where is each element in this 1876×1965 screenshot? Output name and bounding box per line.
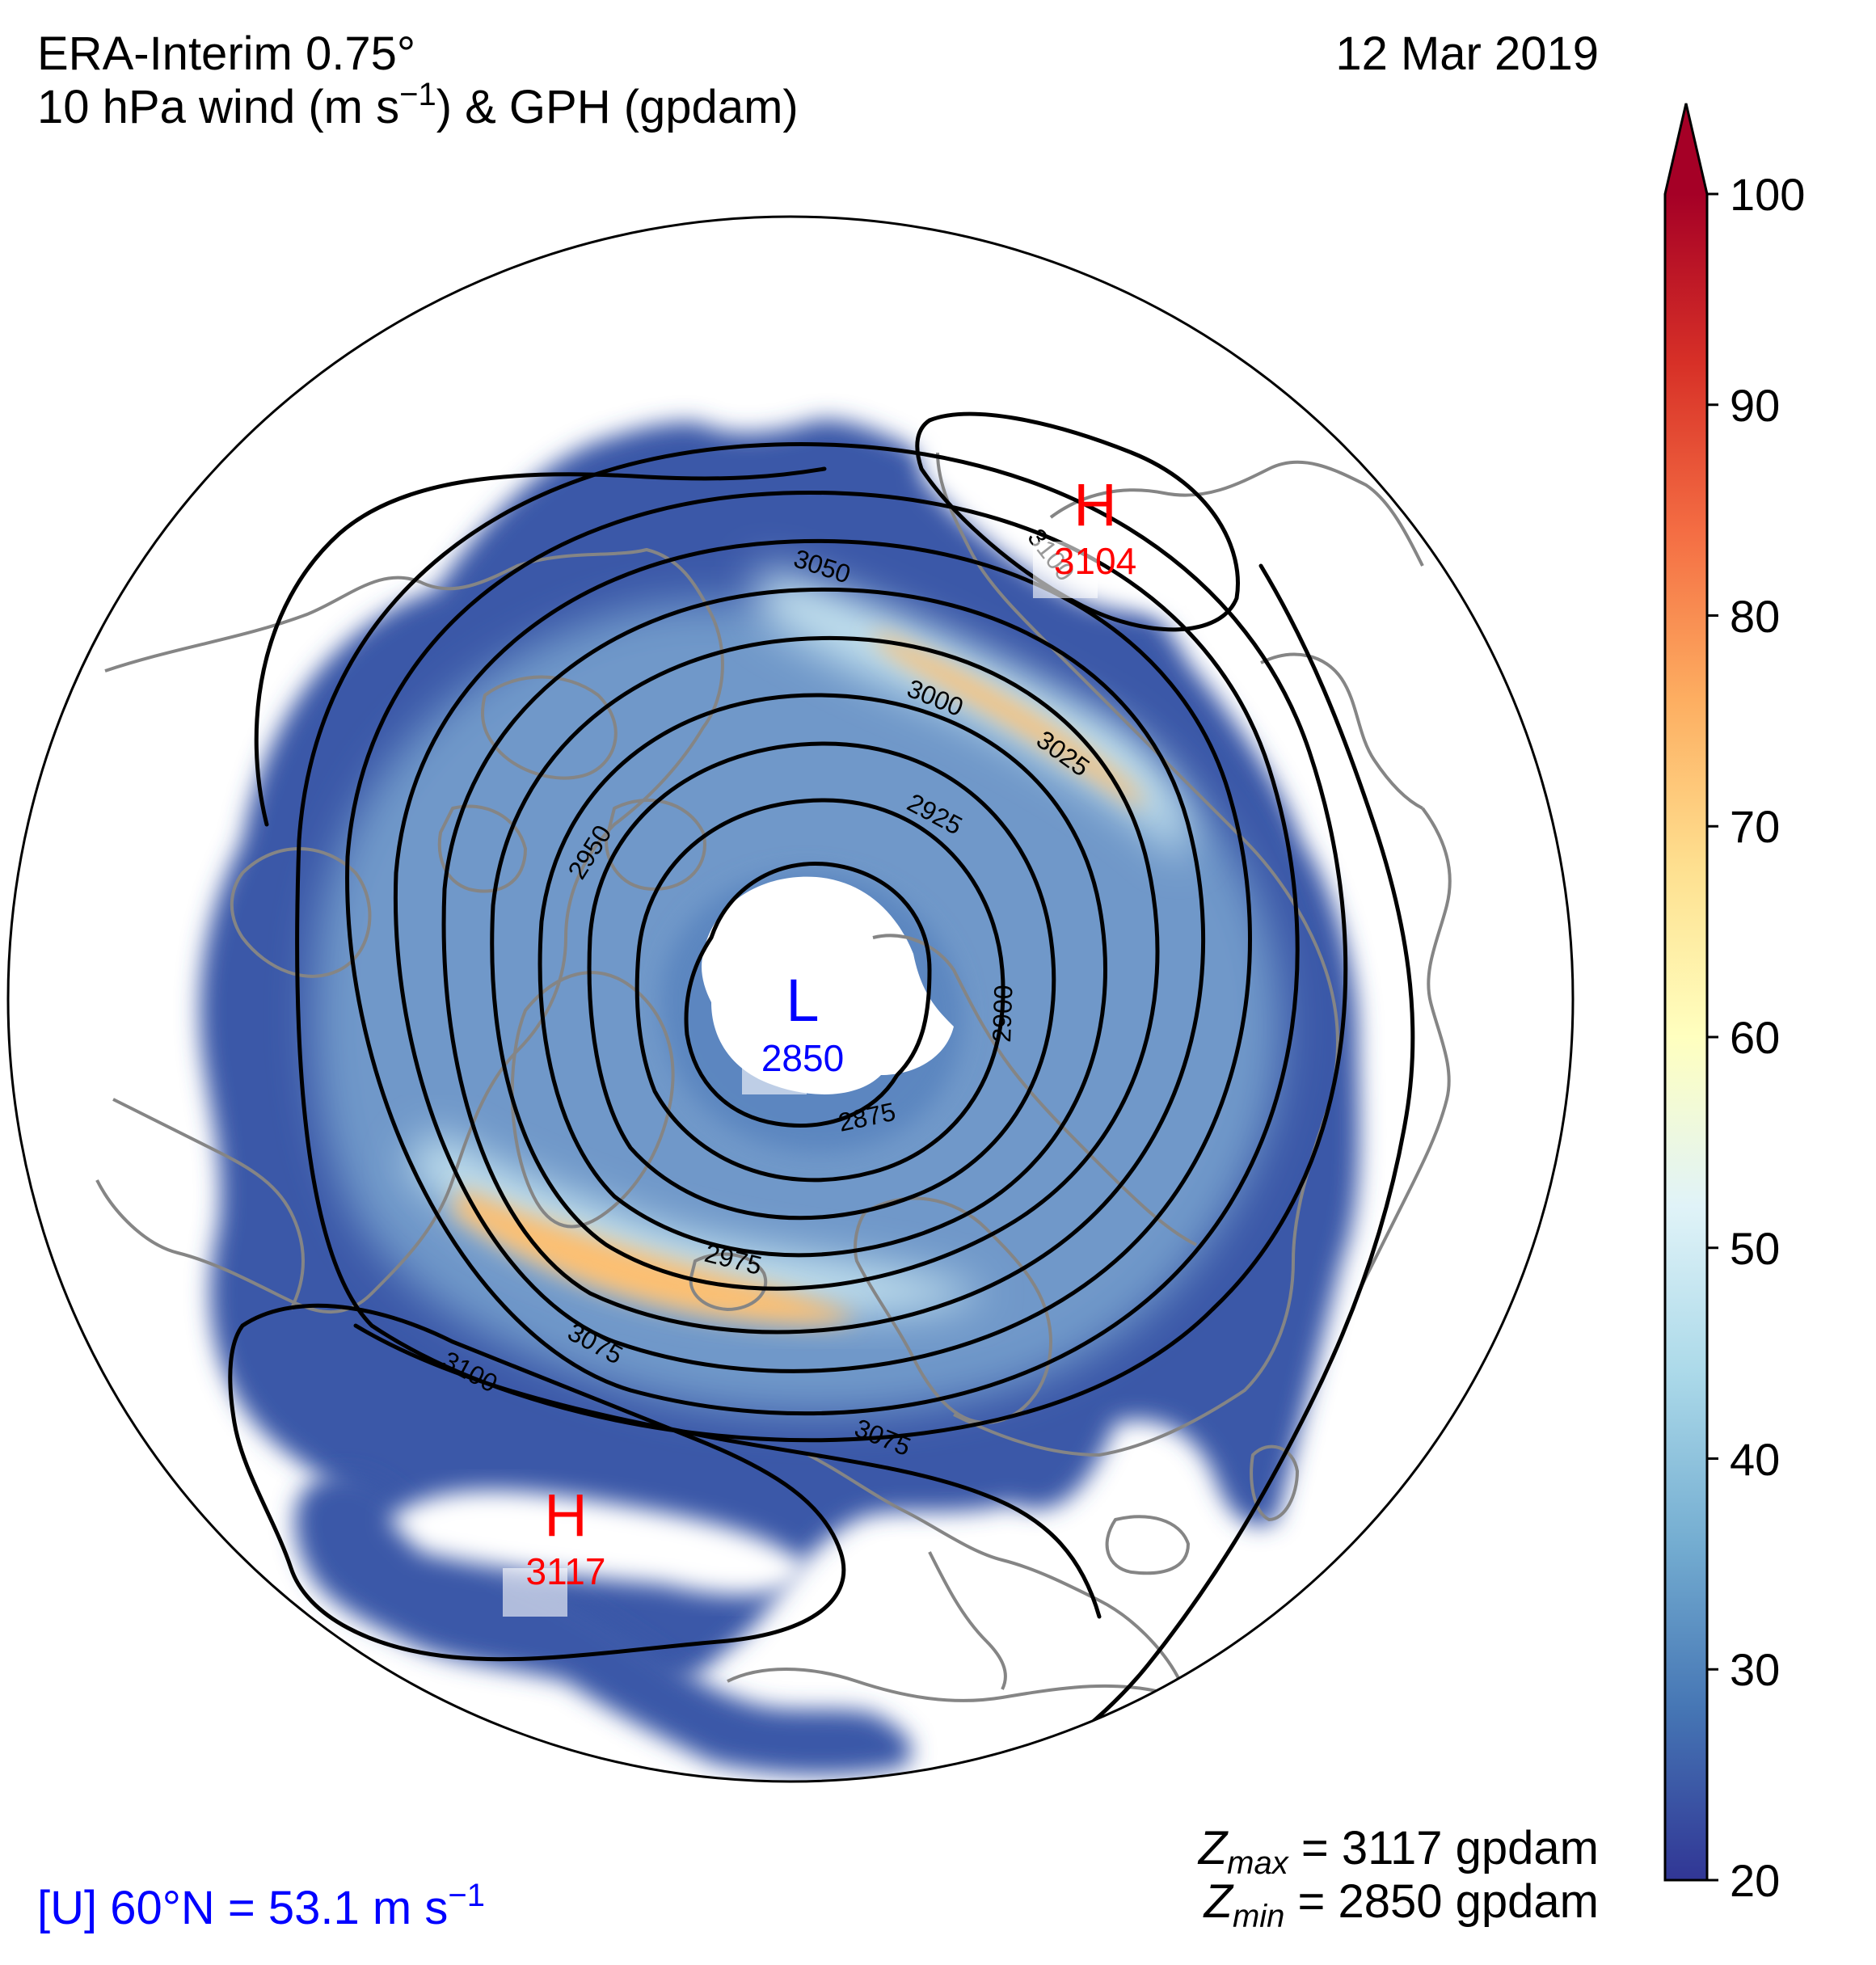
contour-3075-outer — [295, 442, 1348, 1443]
coastline-black-caspian — [1105, 1444, 1299, 1575]
coastline-siberia-arctic — [872, 934, 1197, 1246]
wind-jet-core — [404, 1132, 986, 1313]
colorbar-outline — [1663, 103, 1709, 1882]
zmax-value: = 3117 gpdam — [1288, 1822, 1599, 1874]
zmin-subscript: min — [1233, 1899, 1284, 1934]
high-north-label-backdrop — [1033, 542, 1098, 598]
colorbar-tick-label: 80 — [1730, 591, 1780, 642]
high-south-symbol: H — [544, 1482, 587, 1549]
coastline-north-america — [95, 548, 724, 1314]
contour-3075-south — [353, 1323, 1102, 1619]
gph-contours — [228, 411, 1415, 1765]
coastline-western-na — [112, 1098, 305, 1310]
variables-title: 10 hPa wind (m s−1) & GPH (gpdam) — [37, 77, 799, 133]
contour-3100-loop-north — [915, 411, 1240, 632]
low-center-value: 2850 — [761, 1037, 844, 1079]
contour-2975 — [490, 635, 1160, 1291]
high-north-symbol: H — [1073, 471, 1116, 538]
contour-label: 2900 — [987, 985, 1018, 1043]
colorbar-gradient — [1665, 194, 1707, 1880]
zmin-symbol: Z — [1203, 1875, 1235, 1928]
contour-3050 — [345, 490, 1300, 1416]
colorbar-tick-label: 20 — [1730, 1855, 1780, 1906]
colorbar-tick-label: 30 — [1730, 1644, 1780, 1695]
wind-speed-shading — [200, 416, 1360, 1775]
zmin-value: = 2850 gpdam — [1284, 1875, 1599, 1928]
wind-jet-max-ne — [873, 630, 1142, 808]
contour-3025 — [393, 538, 1252, 1373]
variables-prefix: 10 hPa wind (m s — [37, 81, 399, 133]
date-label: 12 Mar 2019 — [1335, 27, 1599, 80]
zmin-label: Zmin = 2850 gpdam — [1203, 1875, 1599, 1934]
high-north-value: 3104 — [1054, 540, 1136, 582]
colorbar-extend-max — [1665, 103, 1707, 194]
zmax-subscript: max — [1227, 1845, 1290, 1881]
coastline-iceland — [689, 1252, 768, 1311]
contour-3100-east — [1040, 563, 1415, 1765]
dataset-title: ERA-Interim 0.75° — [37, 27, 415, 80]
colorbar-tick-label: 90 — [1730, 380, 1780, 431]
coastline-eurasia — [936, 452, 1339, 1457]
contour-3100-west — [254, 466, 827, 827]
coastline-hudson-bay — [230, 847, 372, 978]
high-3117-blank — [388, 1490, 808, 1596]
zmax-symbol: Z — [1197, 1822, 1229, 1874]
variables-suffix: ) & GPH (gpdam) — [436, 81, 799, 133]
polar-map: 2875 2900 2925 2950 2975 3000 3025 3050 … — [95, 411, 1452, 1775]
contour-2875 — [684, 862, 932, 1128]
variables-exponent: −1 — [399, 77, 436, 112]
u60-exponent: −1 — [448, 1878, 485, 1913]
low-center-symbol: L — [786, 967, 819, 1034]
contour-2950 — [538, 693, 1107, 1258]
map-boundary — [6, 215, 1575, 1783]
low-label-backdrop — [742, 1038, 807, 1094]
colorbar-tick-labels: 100 90 80 70 60 50 40 30 20 — [1730, 169, 1805, 1906]
contour-3100-loop-south — [228, 1303, 846, 1662]
u60-label: [U] 60°N = 53.1 m s−1 — [37, 1878, 485, 1934]
u60-prefix: [U] 60°N = 53.1 m s — [37, 1882, 448, 1934]
colorbar-tick-label: 60 — [1730, 1012, 1780, 1063]
colorbar-tick-label: 50 — [1730, 1223, 1780, 1274]
colorbar: 100 90 80 70 60 50 40 30 20 — [1663, 103, 1805, 1906]
contour-2925 — [587, 741, 1056, 1221]
coastlines — [95, 452, 1452, 1772]
zmax-label: Zmax = 3117 gpdam — [1197, 1822, 1599, 1881]
coastline-italy — [928, 1551, 1007, 1690]
high-south-label-backdrop — [503, 1568, 567, 1617]
colorbar-tick-label: 70 — [1730, 801, 1780, 852]
coastline-kamchatka — [1260, 652, 1423, 810]
contour-3000 — [441, 587, 1206, 1335]
high-south-value: 3117 — [526, 1550, 606, 1592]
coastline-asia-pacific — [1356, 807, 1452, 1294]
coastline-alaska — [1049, 460, 1424, 567]
contour-2900 — [634, 798, 1005, 1183]
colorbar-tick-label: 40 — [1730, 1434, 1780, 1485]
colorbar-tick-label: 100 — [1730, 169, 1805, 220]
pressure-centers: L 2850 H 3104 H 3117 — [503, 471, 1136, 1617]
colorbar-ticks — [1707, 192, 1718, 1882]
